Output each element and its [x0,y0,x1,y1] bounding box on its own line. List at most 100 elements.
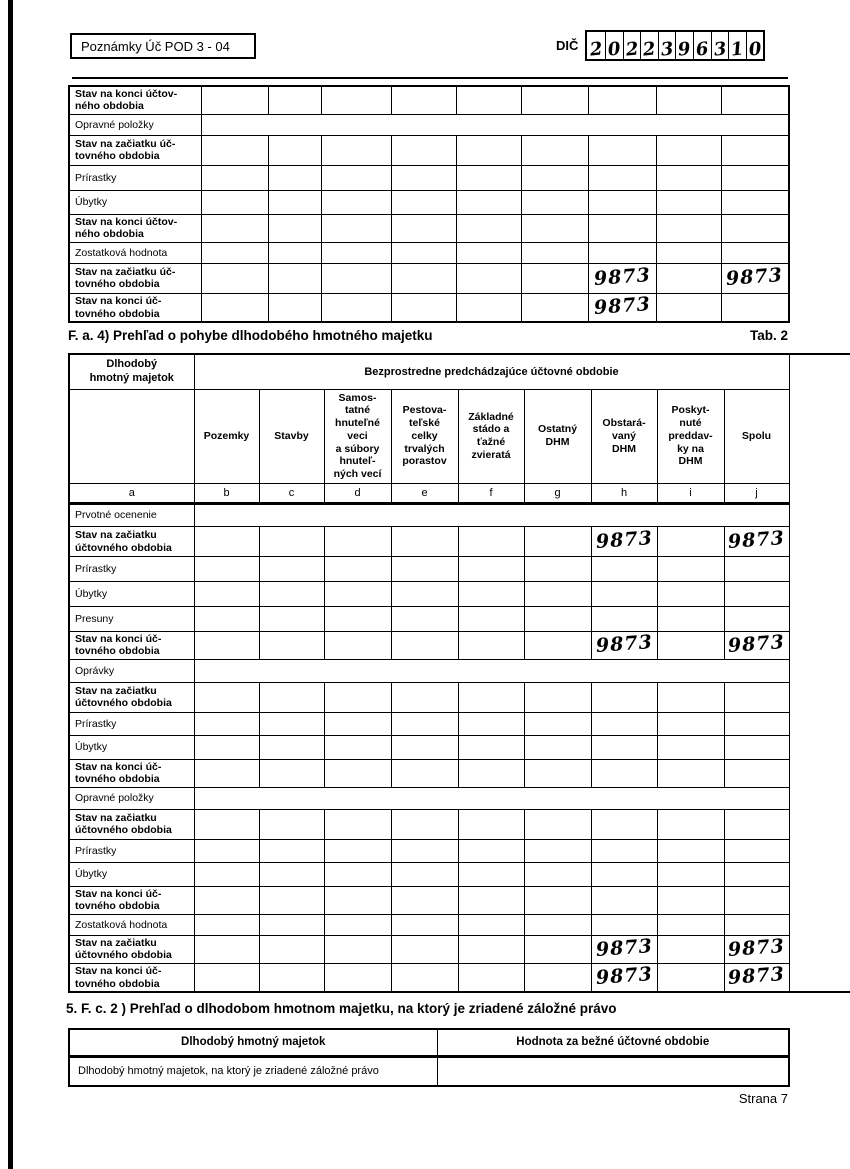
data-cell [723,711,790,736]
dic-digit-cell: 3 [657,32,676,61]
data-cell [523,885,592,915]
data-cell [590,885,658,915]
data-cell [723,913,790,936]
data-cell [258,861,325,887]
pledge-table: Dlhodobý hmotný majetok Hodnota za bežné… [68,1028,790,1087]
row-label: Úbytky [68,581,195,608]
table-row: Stav na konci úč- tovného obdobia 9873 987… [68,631,850,660]
row-label: Úbytky [68,189,202,215]
empty-header-cell [68,388,195,485]
section2-title: 5. F. c. 2 ) Prehľad o dlhodobom hmotnom… [66,1001,617,1016]
row-label: Úbytky [68,734,195,760]
data-cell [258,631,325,660]
handwritten-digit: 2 [642,38,657,61]
table-row: Zostatková hodnota [68,913,850,936]
tab2-title: F. a. 4) Prehľad o pohybe dlhodobého hmo… [68,328,433,343]
data-cell [457,581,525,608]
table-row: Stav na začiatku účtovného obdobia 9873 98… [68,934,850,964]
data-cell: 9873 [587,292,657,323]
data-cell [590,838,658,863]
column-letter: i [656,483,725,506]
data-cell [320,164,392,191]
table-row: Zostatková hodnota [68,241,790,264]
data-cell [193,631,260,660]
row-label: Opravné položky [68,113,202,136]
handwritten-value: 9873 [727,935,786,961]
data-cell [258,962,325,993]
scan-edge-artifact [8,0,13,1169]
table-row: Úbytky [68,581,850,608]
column-header: Ostatný DHM [523,388,592,485]
column-header: Pestova- teľské celky trvalých porastov [390,388,459,485]
data-cell [523,711,592,736]
handwritten-value: 9873 [594,935,654,961]
data-cell [323,808,392,840]
data-cell [720,241,790,264]
table-row: Prírastky [68,711,850,736]
table-row: Opravné položky [68,113,790,136]
data-cell [267,85,322,115]
data-cell [258,606,325,633]
dic-label: DIČ [556,38,579,53]
column-header: Poskyt- nuté preddav- ky na DHM [656,388,725,485]
data-cell [258,913,325,936]
dic-digit-cell: 1 [728,32,746,61]
table-row: Stav na konci úč- tovného obdobia [68,885,850,915]
data-cell [590,758,658,788]
data-cell [193,808,260,840]
data-cell [390,164,457,191]
column-letter: g [523,483,592,506]
data-cell [590,681,658,713]
data-cell [323,861,392,887]
data-cell [258,838,325,863]
data-cell [656,581,725,608]
tab2-table: Dlhodobý hmotný majetok Bezprostredne pr… [68,353,850,994]
data-cell [200,213,269,243]
data-cell [390,962,459,993]
data-cell: 9873 [723,934,790,964]
data-cell [723,681,790,713]
table-row: Presuny [68,606,850,633]
dic-digit-cell: 0 [604,32,623,61]
tab2-header-row: Dlhodobý hmotný majetok Bezprostredne pr… [68,353,850,390]
data-cell [390,631,459,660]
dic-digit-cell: 2 [640,32,658,61]
data-cell [720,85,790,115]
handwritten-value: 9873 [592,263,652,290]
column-letter: f [457,483,525,506]
column-letter: d [323,483,392,506]
row-label: Stav na začiatku úč- tovného obdobia [68,134,202,166]
data-cell [723,556,790,583]
table-row: Stav na konci účtov- ného obdobia [68,85,790,115]
row-label: Prírastky [68,838,195,863]
data-cell [520,164,589,191]
data-cell [590,556,658,583]
top-continuation-table: Stav na konci účtov- ného obdobia Opravné… [68,85,790,324]
data-cell [390,134,457,166]
data-cell [258,711,325,736]
data-cell [323,526,392,558]
data-cell [193,758,260,788]
data-cell [390,734,459,760]
table-row: Úbytky [68,861,850,887]
handwritten-digit: 2 [588,38,604,61]
dic-digit-cell: 6 [692,32,711,61]
data-cell [455,85,522,115]
row-label: Stav na začiatku úč- tovného obdobia [68,262,202,294]
data-cell [523,962,592,993]
handwritten-digit: 2 [624,38,640,61]
data-cell [267,262,322,294]
table-row: Stav na konci úč- tovného obdobia 9873 [68,292,790,323]
data-cell [457,758,525,788]
data-cell [587,189,657,215]
form-code: Poznámky Úč POD 3 - 04 [81,38,230,54]
data-cell [193,711,260,736]
handwritten-digit: 9 [677,38,692,61]
data-cell [323,581,392,608]
data-cell [457,861,525,887]
handwritten-digit: 0 [606,38,622,61]
data-cell [656,556,725,583]
data-cell [655,262,722,294]
data-cell [390,838,459,863]
